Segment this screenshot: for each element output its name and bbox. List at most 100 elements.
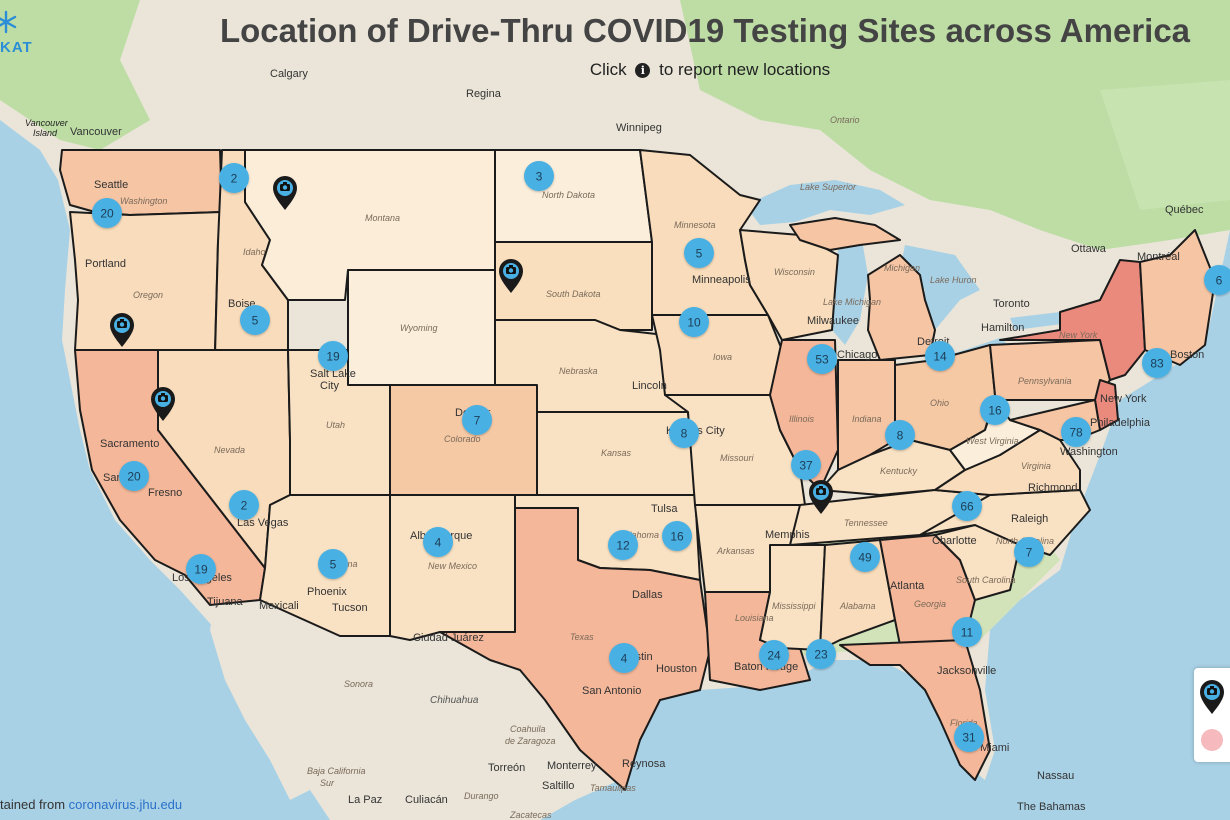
state-pennsylvania[interactable] — [989, 339, 1111, 401]
svg-text:Alabama: Alabama — [839, 601, 876, 611]
info-icon[interactable]: i — [635, 63, 651, 78]
cluster-count: 16 — [988, 404, 1002, 418]
cluster-count: 5 — [330, 558, 337, 572]
state-south-dakota[interactable] — [494, 241, 653, 331]
svg-text:New Mexico: New Mexico — [428, 561, 477, 571]
svg-text:Sacramento: Sacramento — [100, 438, 159, 450]
svg-text:Richmond: Richmond — [1028, 482, 1078, 494]
svg-text:Sur: Sur — [320, 778, 335, 788]
cluster-count: 20 — [100, 207, 114, 221]
cluster-marker[interactable]: 12 — [608, 530, 638, 560]
svg-text:Tijuana: Tijuana — [207, 596, 244, 608]
svg-text:Toronto: Toronto — [993, 298, 1030, 310]
cluster-count: 8 — [681, 427, 688, 441]
cluster-marker[interactable]: 53 — [807, 344, 837, 374]
state-new-jersey[interactable] — [1094, 379, 1119, 431]
svg-text:San: San — [103, 472, 123, 484]
cluster-marker[interactable]: 4 — [423, 527, 453, 557]
cluster-marker[interactable]: 19 — [318, 341, 348, 371]
svg-text:Regina: Regina — [466, 88, 502, 100]
cluster-count: 37 — [799, 459, 813, 473]
cluster-count: 66 — [960, 500, 974, 514]
cluster-count: 2 — [231, 172, 238, 186]
state-michigan-up[interactable] — [789, 217, 901, 251]
state-florida[interactable] — [839, 639, 991, 781]
state-oregon[interactable] — [69, 211, 223, 351]
cluster-count: 31 — [962, 731, 976, 745]
cluster-count: 16 — [670, 530, 684, 544]
cluster-marker[interactable]: 20 — [119, 461, 149, 491]
forest-canada — [0, 0, 150, 150]
cluster-marker[interactable]: 5 — [240, 305, 270, 335]
svg-text:Ottawa: Ottawa — [1071, 243, 1107, 255]
cluster-marker[interactable]: 14 — [925, 341, 955, 371]
svg-text:Minneapolis: Minneapolis — [692, 274, 751, 286]
cluster-count: 14 — [933, 350, 947, 364]
cluster-marker[interactable]: 5 — [318, 549, 348, 579]
cluster-count: 11 — [961, 626, 974, 640]
cluster-marker[interactable]: 78 — [1061, 417, 1091, 447]
cluster-marker[interactable]: 19 — [186, 554, 216, 584]
cluster-count: 19 — [326, 350, 340, 364]
forest-ontario — [680, 0, 1230, 250]
state-alabama[interactable] — [819, 539, 896, 651]
state-indiana[interactable] — [837, 359, 896, 471]
cluster-marker[interactable]: 66 — [952, 491, 982, 521]
svg-text:Zacatecas: Zacatecas — [509, 810, 552, 820]
cluster-marker[interactable]: 49 — [850, 542, 880, 572]
svg-text:Missouri: Missouri — [720, 453, 755, 463]
cluster-marker[interactable]: 23 — [806, 639, 836, 669]
svg-text:Ontario: Ontario — [830, 115, 860, 125]
legend-graphics — [1200, 680, 1224, 751]
source-link[interactable]: coronavirus.jhu.edu — [68, 797, 183, 812]
cluster-marker[interactable]: 83 — [1142, 348, 1172, 378]
cluster-marker[interactable]: 3 — [524, 161, 554, 191]
svg-text:Fresno: Fresno — [148, 487, 182, 499]
cluster-marker[interactable]: 5 — [684, 238, 714, 268]
cluster-marker[interactable]: 37 — [791, 450, 821, 480]
attribution-text: tained from — [0, 797, 66, 812]
svg-text:Montréal: Montréal — [1137, 251, 1180, 263]
cluster-count: 49 — [858, 551, 872, 565]
cluster-marker[interactable]: 31 — [954, 722, 984, 752]
state-texas[interactable] — [439, 507, 711, 791]
state-mississippi[interactable] — [759, 544, 826, 651]
brand-logo[interactable]: KAT — [0, 10, 40, 58]
cluster-marker[interactable]: 2 — [229, 490, 259, 520]
svg-text:Illinois: Illinois — [789, 414, 815, 424]
cluster-marker[interactable]: 8 — [669, 418, 699, 448]
cluster-marker[interactable]: 11 — [952, 617, 982, 647]
cluster-marker[interactable]: 16 — [662, 521, 692, 551]
svg-text:Iowa: Iowa — [713, 352, 732, 362]
svg-text:West Virginia: West Virginia — [966, 436, 1019, 446]
cluster-marker[interactable]: 16 — [980, 395, 1010, 425]
cluster-marker[interactable]: 6 — [1204, 265, 1230, 295]
svg-text:New York: New York — [1059, 330, 1098, 340]
svg-text:Tucson: Tucson — [332, 602, 368, 614]
cluster-layer: 2 20 3 5 5 10 19 53 14 83 6 7 16 8 78 20… — [92, 161, 1230, 752]
cluster-marker[interactable]: 7 — [1014, 537, 1044, 567]
cluster-marker[interactable]: 8 — [885, 420, 915, 450]
camera-pin-icon — [1200, 680, 1224, 714]
svg-text:Utah: Utah — [326, 420, 345, 430]
lake-superior — [745, 180, 905, 225]
cluster-marker[interactable]: 24 — [759, 640, 789, 670]
lake-michigan — [832, 240, 868, 345]
svg-text:Baja California: Baja California — [307, 766, 366, 776]
cluster-marker[interactable]: 20 — [92, 198, 122, 228]
cluster-marker[interactable]: 2 — [219, 163, 249, 193]
svg-text:Philadelphia: Philadelphia — [1090, 417, 1151, 429]
cluster-marker[interactable]: 10 — [679, 307, 709, 337]
cluster-count: 7 — [474, 414, 481, 428]
svg-text:Pennsylvania: Pennsylvania — [1018, 376, 1072, 386]
state-michigan[interactable] — [867, 254, 936, 361]
cluster-marker[interactable]: 7 — [462, 405, 492, 435]
brand-name: KAT — [0, 39, 33, 56]
cluster-marker[interactable]: 4 — [609, 643, 639, 673]
svg-text:Lincoln: Lincoln — [632, 380, 667, 392]
svg-text:South Dakota: South Dakota — [546, 289, 601, 299]
cluster-count: 24 — [767, 649, 781, 663]
svg-text:Boston: Boston — [1170, 349, 1204, 361]
svg-text:Culiacán: Culiacán — [405, 794, 448, 806]
